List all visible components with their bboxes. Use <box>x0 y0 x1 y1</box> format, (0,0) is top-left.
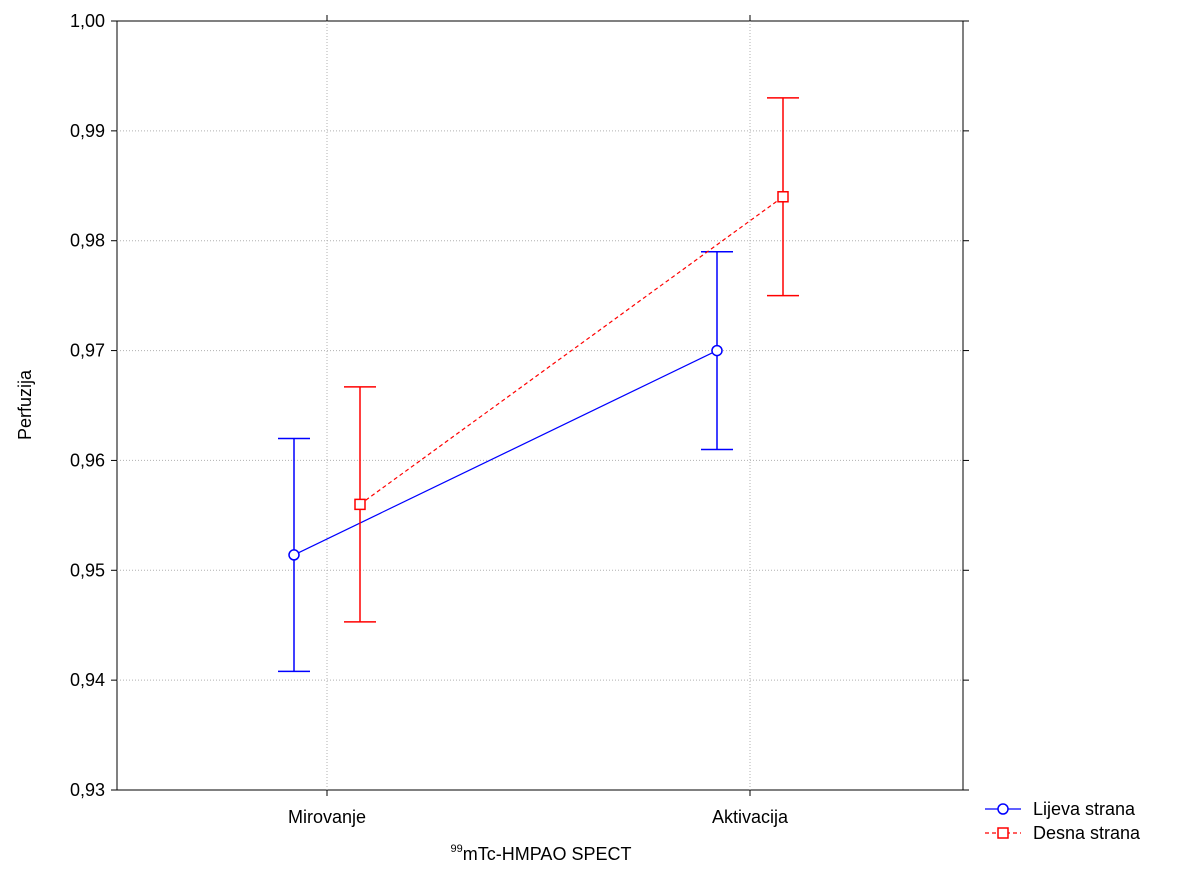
series-layer <box>278 97 799 673</box>
x-tick-label: Aktivacija <box>712 807 789 827</box>
legend: Lijeva strana Desna strana <box>985 799 1141 843</box>
y-tick-label: 0,98 <box>70 231 105 251</box>
grid <box>117 21 963 790</box>
plot-area <box>116 20 964 791</box>
x-tick-label: Mirovanje <box>288 807 366 827</box>
y-tick-label: 0,99 <box>70 121 105 141</box>
y-tick-label: 1,00 <box>70 11 105 31</box>
y-tick-label: 0,93 <box>70 780 105 800</box>
x-axis-label-superscript: 99 <box>451 843 463 855</box>
legend-left-label: Lijeva strana <box>1033 799 1136 819</box>
y-tick-label: 0,95 <box>70 560 105 580</box>
legend-right-label: Desna strana <box>1033 823 1141 843</box>
legend-left-marker <box>997 803 1009 815</box>
x-axis-label-main: mTc-HMPAO SPECT <box>463 844 632 864</box>
legend-right-marker <box>997 827 1009 839</box>
series-right-point <box>777 191 789 203</box>
y-axis: 0,93 0,94 0,95 0,96 0,97 0,98 0,99 1,00 <box>70 11 969 800</box>
x-axis: Mirovanje Aktivacija <box>288 15 789 827</box>
y-axis-label: Perfuzija <box>15 369 35 440</box>
series-right-line <box>359 196 784 505</box>
series-left-point <box>711 344 723 357</box>
x-axis-label: 99mTc-HMPAO SPECT <box>451 843 632 864</box>
series-left-line <box>293 350 718 556</box>
y-tick-label: 0,94 <box>70 670 105 690</box>
y-tick-label: 0,97 <box>70 341 105 361</box>
series-right-point <box>354 498 366 511</box>
y-tick-label: 0,96 <box>70 450 105 470</box>
series-left-point <box>288 549 300 561</box>
